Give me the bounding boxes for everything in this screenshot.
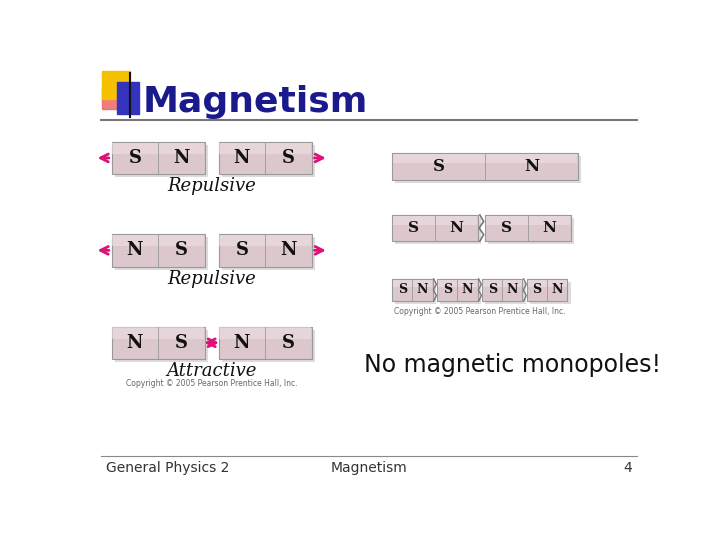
Bar	[220, 327, 311, 339]
Bar	[112, 142, 204, 174]
Text: N: N	[280, 241, 297, 259]
Text: N: N	[417, 284, 428, 296]
Bar	[528, 280, 567, 287]
Bar	[112, 327, 204, 339]
Bar	[222, 237, 315, 269]
Bar	[395, 282, 436, 304]
Bar	[220, 235, 311, 246]
Bar	[485, 215, 570, 241]
Text: S: S	[175, 334, 188, 352]
Text: S: S	[408, 221, 419, 235]
Bar	[395, 157, 581, 183]
Text: No magnetic monopoles!: No magnetic monopoles!	[364, 353, 661, 377]
Text: S: S	[282, 334, 295, 352]
Text: S: S	[433, 158, 445, 175]
Text: N: N	[174, 149, 189, 167]
Bar	[486, 215, 570, 225]
Text: N: N	[449, 221, 463, 235]
Text: N: N	[542, 221, 556, 235]
Text: General Physics 2: General Physics 2	[106, 461, 229, 475]
Bar	[117, 82, 139, 114]
Text: S: S	[175, 241, 188, 259]
Bar	[527, 279, 567, 301]
Bar	[219, 142, 312, 174]
Bar	[488, 218, 574, 244]
Bar	[392, 153, 578, 179]
Text: S: S	[282, 149, 295, 167]
Bar	[437, 279, 477, 301]
Bar	[219, 327, 312, 359]
Bar	[114, 330, 208, 362]
Bar	[483, 280, 522, 287]
Bar	[112, 143, 204, 154]
Bar	[112, 234, 204, 267]
Text: N: N	[552, 284, 563, 296]
Text: N: N	[462, 284, 473, 296]
Bar	[441, 282, 481, 304]
Text: S: S	[501, 221, 512, 235]
Bar	[102, 88, 130, 110]
Bar	[392, 215, 477, 241]
Bar	[393, 280, 432, 287]
Bar	[482, 279, 523, 301]
Bar	[114, 145, 208, 177]
Text: N: N	[127, 334, 143, 352]
Text: S: S	[487, 284, 497, 296]
Bar	[102, 71, 130, 99]
Bar	[485, 282, 526, 304]
Bar	[393, 215, 477, 225]
Text: S: S	[235, 241, 248, 259]
Bar	[530, 282, 570, 304]
Text: S: S	[533, 284, 541, 296]
Text: Attractive: Attractive	[166, 362, 257, 380]
Text: Copyright © 2005 Pearson Prentice Hall, Inc.: Copyright © 2005 Pearson Prentice Hall, …	[126, 379, 297, 388]
Bar	[395, 218, 481, 244]
Text: Repulsive: Repulsive	[167, 178, 256, 195]
Text: S: S	[443, 284, 452, 296]
Text: N: N	[234, 149, 250, 167]
Bar	[112, 235, 204, 246]
Text: N: N	[234, 334, 250, 352]
Text: Magnetism: Magnetism	[330, 461, 408, 475]
Text: N: N	[507, 284, 518, 296]
Bar	[393, 154, 577, 163]
Bar	[438, 280, 477, 287]
Bar	[114, 237, 208, 269]
Text: Repulsive: Repulsive	[167, 270, 256, 288]
Text: S: S	[397, 284, 407, 296]
Bar	[222, 145, 315, 177]
Text: Copyright © 2005 Pearson Prentice Hall, Inc.: Copyright © 2005 Pearson Prentice Hall, …	[394, 307, 566, 316]
Text: S: S	[128, 149, 141, 167]
Text: 4: 4	[624, 461, 632, 475]
Text: Magnetism: Magnetism	[143, 85, 368, 119]
Bar	[222, 330, 315, 362]
Bar	[392, 279, 433, 301]
Bar	[219, 234, 312, 267]
Bar	[112, 327, 204, 359]
Text: N: N	[524, 158, 539, 175]
Bar	[220, 143, 311, 154]
Text: N: N	[127, 241, 143, 259]
